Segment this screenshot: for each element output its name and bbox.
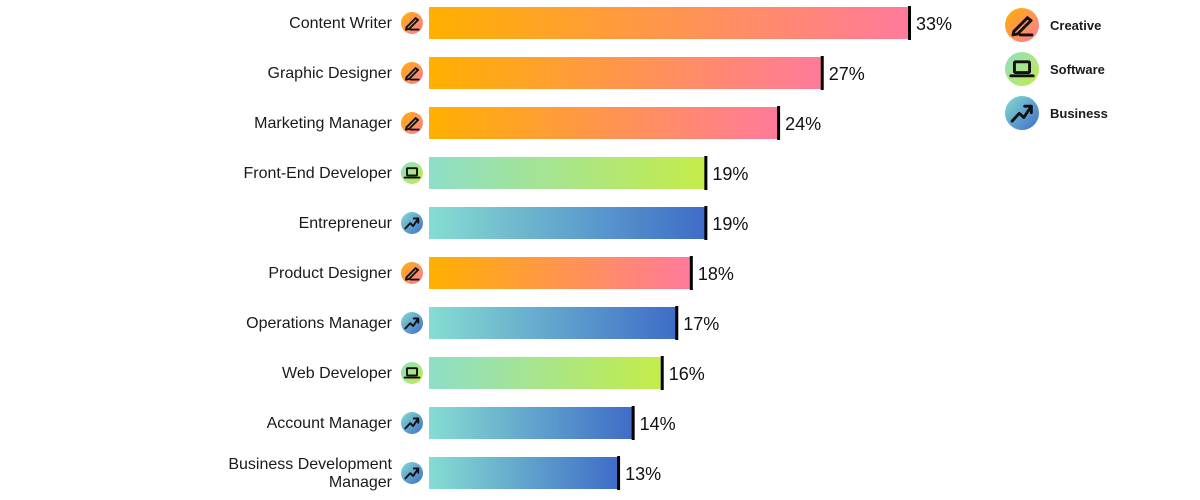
value-label: 19% [712,214,748,234]
bar-row: Marketing Manager 24% [254,106,821,140]
bar-end-marker [631,406,635,440]
legend: Creative Software Business [1005,8,1108,130]
category-label: Product Designer [268,265,392,282]
bar-row: Entrepreneur 19% [299,206,748,240]
trend-up-icon [404,217,420,230]
bar-row: Product Designer 18% [268,256,734,290]
bar-row: Content Writer 33% [289,6,952,40]
category-icon-badge [401,412,423,434]
value-label: 17% [683,314,719,334]
bar [429,457,619,489]
pencil-icon [405,117,420,131]
legend-label: Software [1050,62,1105,77]
category-label: Web Developer [282,365,393,382]
value-label: 24% [785,114,821,134]
legend-swatch [1005,96,1039,130]
value-label: 16% [669,364,705,384]
category-label: Business Development Manager [228,456,392,491]
value-label: 18% [698,264,734,284]
trend-up-icon [1010,104,1033,123]
value-label: 13% [625,464,661,484]
laptop-icon [403,167,421,179]
bar-row: Front-End Developer 19% [243,156,748,190]
category-label: Operations Manager [246,315,393,332]
category-icon-badge [401,312,423,334]
bar-end-marker [820,56,824,90]
icon-circle [401,412,423,434]
bar [429,257,691,289]
category-icon-badge [401,262,423,284]
bar [429,157,706,189]
bar-end-marker [689,256,693,290]
category-label: Content Writer [289,15,393,32]
bar [429,207,706,239]
category-label: Entrepreneur [299,215,393,232]
bar-row: Account Manager 14% [267,406,676,440]
pencil-icon [1011,16,1034,37]
category-icon-badge [401,112,423,134]
bar [429,357,662,389]
category-label: Marketing Manager [254,115,393,132]
value-label: 27% [829,64,865,84]
legend-swatch [1005,52,1039,86]
bar-end-marker [675,306,679,340]
bar-row: Graphic Designer 27% [268,56,865,90]
category-icon-badge [401,12,423,34]
category-label: Graphic Designer [268,65,393,82]
legend-label: Business [1050,106,1108,121]
bar [429,107,779,139]
icon-circle [401,162,423,184]
bar-end-marker [704,156,708,190]
bar-row: Web Developer 16% [282,356,705,390]
bar [429,407,633,439]
value-label: 19% [712,164,748,184]
legend-label: Creative [1050,18,1101,33]
pencil-icon [405,267,420,281]
bar-end-marker [617,456,621,490]
bars-group: Content Writer 33% Graphic Designer 27% Mark… [228,6,952,491]
bar-end-marker [660,356,664,390]
bar-end-marker [908,6,911,40]
trend-up-icon [404,417,420,430]
category-label: Front-End Developer [243,165,392,182]
bar [429,7,909,39]
category-icon-badge [401,462,423,484]
category-icon-badge [401,162,423,184]
pencil-icon [405,17,420,31]
legend-item-software: Software [1005,52,1105,86]
bar-end-marker [777,106,781,140]
laptop-icon [1009,60,1035,78]
legend-item-creative: Creative [1005,8,1101,42]
bar [429,57,822,89]
pencil-icon [405,67,420,81]
icon-circle [401,362,423,384]
category-icon-badge [401,212,423,234]
bar-end-marker [704,206,708,240]
value-label: 14% [640,414,676,434]
category-icon-badge [401,362,423,384]
trend-up-icon [404,467,420,480]
category-icon-badge [401,62,423,84]
bar [429,307,677,339]
icon-circle [401,462,423,484]
category-label: Account Manager [267,415,393,432]
legend-item-business: Business [1005,96,1108,130]
icon-circle [401,212,423,234]
icon-circle [401,312,423,334]
trend-up-icon [404,317,420,330]
value-label: 33% [916,14,952,34]
laptop-icon [403,367,421,379]
bar-row: Business Development Manager 13% [228,456,661,491]
bar-row: Operations Manager 17% [246,306,719,340]
